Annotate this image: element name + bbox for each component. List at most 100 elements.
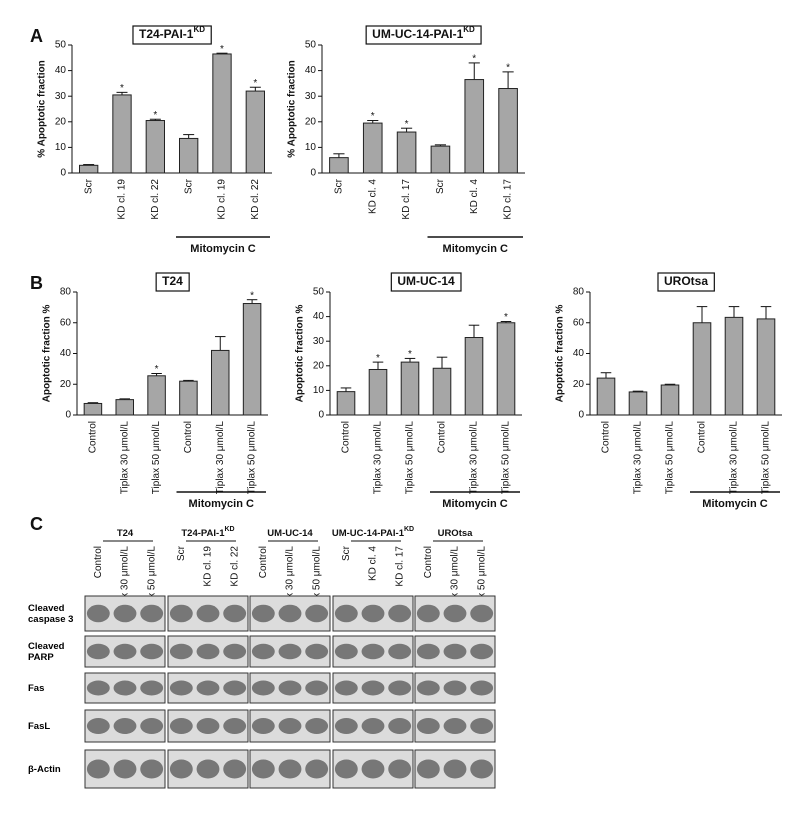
lane-label: Control (93, 546, 104, 578)
group-label: Mitomycin C (189, 498, 254, 510)
y-tick-label: 30 (313, 336, 325, 347)
y-tick-label: 20 (55, 116, 67, 127)
x-tick-label: Control (437, 421, 448, 453)
lane-label: KD cl. 19 (203, 546, 214, 587)
blot-band (305, 718, 329, 734)
blot-band (86, 718, 110, 734)
blot-band (140, 604, 164, 623)
row-label: Cleaved PARP (28, 640, 65, 663)
x-tick-label: Control (697, 421, 708, 453)
y-tick-label: 30 (55, 91, 67, 102)
y-tick-label: 10 (305, 142, 317, 153)
bar (400, 361, 420, 416)
title-sup: KD (193, 25, 205, 34)
x-tick-label: Tiplax 50 μmol/L (405, 421, 416, 495)
blot-band (169, 604, 193, 623)
blot-band (361, 643, 385, 660)
blot-band (334, 643, 358, 660)
y-tick-label: 0 (318, 410, 324, 421)
significance: * (220, 44, 224, 55)
blot-band (361, 604, 385, 623)
blot-band (113, 718, 137, 734)
group-label: Mitomycin C (442, 498, 507, 510)
panel-label: A (30, 26, 43, 46)
title-box (657, 272, 715, 292)
x-tick-label: KD cl. 22 (250, 179, 261, 220)
x-tick-label: Control (341, 421, 352, 453)
panel-label: C (30, 514, 43, 534)
title-text: UROtsa (664, 274, 708, 288)
bar (756, 318, 776, 416)
x-tick-label: Tiplax 30 μmol/L (119, 421, 130, 495)
y-tick-label: 50 (55, 40, 67, 51)
blot-band (470, 718, 494, 734)
bar (145, 120, 166, 174)
y-axis-label: % Apoptotic fraction (37, 60, 48, 157)
lane-label: Tiplax 50 μmol/L (311, 546, 322, 620)
significance: * (120, 83, 124, 94)
bar (362, 122, 383, 174)
significance: * (405, 119, 409, 130)
panel-title: T24 (162, 274, 183, 288)
blot-band (443, 759, 467, 779)
group-sup: KD (225, 526, 235, 533)
bar (329, 157, 349, 174)
x-tick-label: Scr (83, 178, 94, 194)
y-axis-label: % Apoptotic fraction (287, 60, 298, 157)
blot-band (361, 680, 385, 696)
row-label: Cleaved caspase 3 (28, 602, 74, 625)
bar (336, 391, 356, 416)
y-tick-label: 20 (313, 360, 325, 371)
y-tick-label: 20 (573, 379, 585, 390)
bar (628, 391, 648, 416)
significance: * (371, 111, 375, 122)
title-sup: KD (463, 25, 475, 34)
significance: * (155, 364, 159, 375)
bar (464, 79, 485, 174)
group-text: UM-UC-14-PAI-1 (332, 528, 405, 539)
blot-band (278, 643, 302, 660)
blot-band (169, 643, 193, 660)
blot-band (251, 643, 275, 660)
blot-band (251, 759, 275, 779)
row-label-box: β-Actin (28, 764, 61, 775)
row-label-box: Fas (28, 683, 44, 694)
panel-title: UM-UC-14-PAI-1KD (372, 25, 475, 41)
blot-band (470, 604, 494, 623)
y-tick-label: 60 (60, 317, 72, 328)
y-tick-label: 80 (60, 287, 72, 298)
blot-band (251, 680, 275, 696)
blot-band (334, 680, 358, 696)
bar (212, 53, 232, 174)
significance: * (253, 78, 257, 89)
blot-band (113, 680, 137, 696)
bar (210, 349, 230, 416)
y-tick-label: 50 (313, 287, 325, 298)
x-tick-label: Control (88, 421, 99, 453)
blot-band (196, 759, 220, 779)
y-tick-label: 40 (55, 65, 67, 76)
bar (112, 94, 132, 174)
title-text: UM-UC-14 (397, 274, 455, 288)
y-tick-label: 0 (578, 410, 584, 421)
blot-band (388, 680, 412, 696)
blot-band (305, 680, 329, 696)
blot-band (113, 604, 137, 623)
x-tick-label: Tiplax 30 μmol/L (633, 421, 644, 495)
title-box (132, 25, 212, 45)
x-tick-label: KD cl. 4 (367, 179, 378, 214)
x-tick-label: KD cl. 17 (503, 179, 514, 220)
x-tick-label: KD cl. 22 (150, 179, 161, 220)
blot-band (113, 643, 137, 660)
row-label: FasL (28, 720, 51, 732)
bar (596, 377, 616, 416)
x-tick-label: KD cl. 17 (401, 179, 412, 220)
blot-band (278, 680, 302, 696)
y-tick-label: 40 (305, 65, 317, 76)
lane-label: KD cl. 4 (368, 546, 379, 581)
x-tick-label: Tiplax 30 μmol/L (373, 421, 384, 495)
y-tick-label: 40 (313, 311, 325, 322)
blot-band (223, 759, 247, 779)
bar (498, 88, 518, 174)
